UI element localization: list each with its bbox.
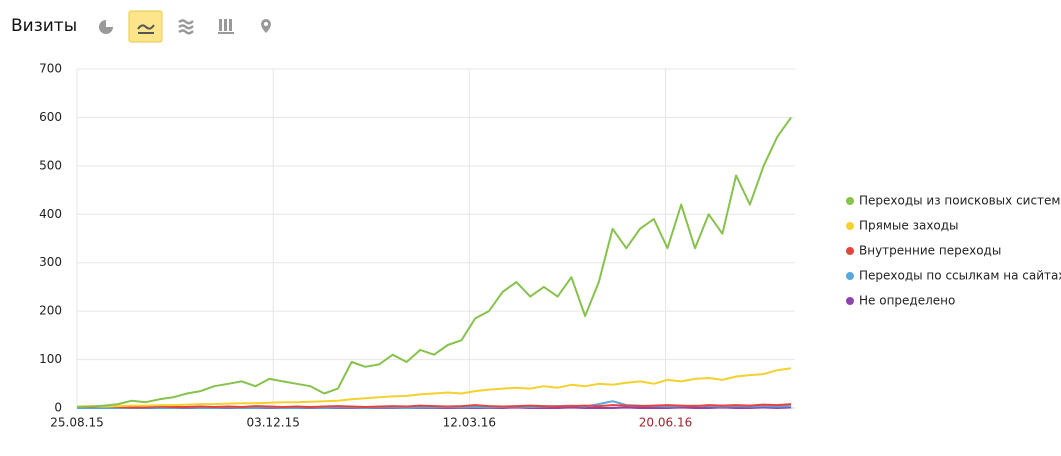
series-line	[76, 403, 792, 409]
line-button[interactable]	[128, 10, 163, 43]
y-tick-label: 200	[39, 304, 62, 318]
x-tick-label: 25.08.15	[50, 416, 103, 430]
bar-button[interactable]	[218, 19, 234, 34]
map-button[interactable]	[261, 19, 271, 33]
y-tick-label: 500	[39, 158, 62, 172]
toolbar	[99, 10, 271, 43]
legend-label: Внутренние переходы	[859, 244, 1001, 258]
legend-label: Переходы по ссылкам на сайтах	[859, 269, 1061, 283]
y-tick-label: 100	[39, 352, 62, 366]
x-tick-label: 03.12.15	[246, 416, 299, 430]
legend-marker	[846, 272, 854, 280]
y-tick-label: 700	[39, 62, 62, 76]
series-line	[76, 116, 792, 408]
y-tick-label: 400	[39, 207, 62, 221]
x-tick-label: 12.03.16	[443, 416, 496, 430]
x-tick-label: 20.06.16	[639, 416, 692, 430]
legend-label: Прямые заходы	[859, 219, 959, 233]
legend-marker	[846, 222, 854, 230]
legend-marker	[846, 247, 854, 255]
pie-button[interactable]	[99, 20, 113, 34]
y-tick-label: 0	[54, 401, 62, 415]
legend-marker	[846, 297, 854, 305]
legend-marker	[846, 197, 854, 205]
legend-label: Переходы из поисковых систем	[859, 194, 1061, 208]
header-title: Визиты	[11, 16, 77, 36]
series-line	[77, 400, 792, 409]
legend-label: Не определено	[859, 294, 955, 308]
series-line	[76, 367, 792, 408]
y-tick-label: 600	[39, 110, 62, 124]
y-tick-label: 300	[39, 255, 62, 269]
area-button[interactable]	[178, 19, 194, 35]
